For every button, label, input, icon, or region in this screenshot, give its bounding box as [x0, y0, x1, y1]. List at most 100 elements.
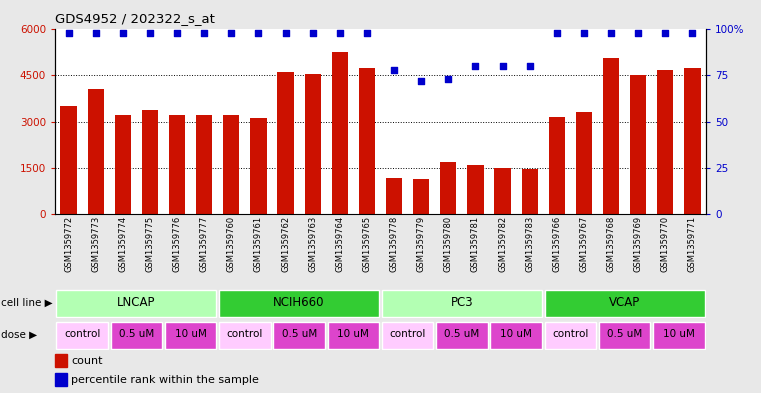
Point [686, 29, 699, 36]
Bar [60, 106, 77, 214]
Text: GSM1359779: GSM1359779 [417, 215, 425, 272]
Bar [490, 321, 542, 349]
Text: PC3: PC3 [451, 296, 473, 309]
Bar [332, 52, 348, 214]
Bar [273, 321, 325, 349]
Text: percentile rank within the sample: percentile rank within the sample [72, 375, 260, 385]
Point [524, 63, 536, 69]
Bar [440, 162, 457, 214]
Point [659, 29, 671, 36]
Point [415, 78, 427, 84]
Bar [521, 169, 538, 214]
Bar [196, 115, 212, 214]
Bar [250, 118, 266, 214]
Text: control: control [227, 329, 263, 340]
Bar [603, 58, 619, 214]
Text: control: control [390, 329, 426, 340]
Text: control: control [64, 329, 100, 340]
Bar [115, 115, 131, 214]
Point [388, 66, 400, 73]
Text: GSM1359776: GSM1359776 [173, 215, 182, 272]
Point [334, 29, 346, 36]
Bar [413, 179, 429, 214]
Text: GDS4952 / 202322_s_at: GDS4952 / 202322_s_at [55, 12, 215, 25]
Point [90, 29, 102, 36]
Bar [495, 168, 511, 214]
Bar [165, 321, 216, 349]
Bar [549, 117, 565, 214]
Text: GSM1359760: GSM1359760 [227, 215, 236, 272]
Bar [382, 290, 542, 316]
Point [578, 29, 590, 36]
Text: GSM1359767: GSM1359767 [579, 215, 588, 272]
Point [198, 29, 210, 36]
Text: 10 uM: 10 uM [337, 329, 369, 340]
Bar [386, 178, 403, 214]
Text: VCAP: VCAP [609, 296, 640, 309]
Bar [142, 110, 158, 214]
Bar [545, 321, 596, 349]
Point [144, 29, 156, 36]
Text: GSM1359766: GSM1359766 [552, 215, 562, 272]
Text: control: control [552, 329, 588, 340]
Bar [630, 75, 646, 214]
Bar [56, 290, 216, 316]
Point [307, 29, 319, 36]
Bar [304, 74, 321, 214]
Text: GSM1359780: GSM1359780 [444, 215, 453, 272]
Text: GSM1359764: GSM1359764 [336, 215, 344, 272]
Text: 0.5 uM: 0.5 uM [282, 329, 317, 340]
Text: 0.5 uM: 0.5 uM [607, 329, 642, 340]
Point [632, 29, 645, 36]
Text: NCIH660: NCIH660 [273, 296, 325, 309]
Text: GSM1359774: GSM1359774 [118, 215, 127, 272]
Text: GSM1359773: GSM1359773 [91, 215, 100, 272]
Point [116, 29, 129, 36]
Text: GSM1359777: GSM1359777 [199, 215, 209, 272]
Bar [467, 165, 483, 214]
Point [253, 29, 265, 36]
Text: GSM1359775: GSM1359775 [145, 215, 154, 272]
Text: 0.5 uM: 0.5 uM [444, 329, 479, 340]
Text: GSM1359778: GSM1359778 [390, 215, 399, 272]
Text: GSM1359781: GSM1359781 [471, 215, 480, 272]
Bar [658, 70, 673, 214]
Bar [219, 290, 379, 316]
Text: count: count [72, 356, 103, 365]
Point [496, 63, 508, 69]
Text: 10 uM: 10 uM [500, 329, 532, 340]
Text: GSM1359771: GSM1359771 [688, 215, 697, 272]
Bar [599, 321, 651, 349]
Text: GSM1359770: GSM1359770 [661, 215, 670, 272]
Point [470, 63, 482, 69]
Bar [684, 68, 701, 214]
Text: GSM1359768: GSM1359768 [607, 215, 616, 272]
Bar [382, 321, 434, 349]
Text: GSM1359783: GSM1359783 [525, 215, 534, 272]
Bar [110, 321, 162, 349]
Text: GSM1359761: GSM1359761 [254, 215, 263, 272]
Bar [55, 354, 67, 367]
Text: 10 uM: 10 uM [663, 329, 695, 340]
Bar [88, 89, 103, 214]
Point [442, 76, 454, 82]
Text: GSM1359769: GSM1359769 [634, 215, 643, 272]
Text: GSM1359763: GSM1359763 [308, 215, 317, 272]
Text: GSM1359772: GSM1359772 [64, 215, 73, 272]
Text: 10 uM: 10 uM [175, 329, 206, 340]
Point [279, 29, 291, 36]
Text: GSM1359762: GSM1359762 [281, 215, 290, 272]
Point [551, 29, 563, 36]
Text: GSM1359782: GSM1359782 [498, 215, 507, 272]
Bar [576, 112, 592, 214]
Text: LNCAP: LNCAP [117, 296, 156, 309]
Bar [56, 321, 108, 349]
Bar [223, 115, 240, 214]
Text: cell line ▶: cell line ▶ [1, 298, 53, 308]
Text: dose ▶: dose ▶ [1, 330, 37, 340]
Point [225, 29, 237, 36]
Text: GSM1359765: GSM1359765 [362, 215, 371, 272]
Bar [358, 68, 375, 214]
Point [361, 29, 373, 36]
Point [62, 29, 75, 36]
